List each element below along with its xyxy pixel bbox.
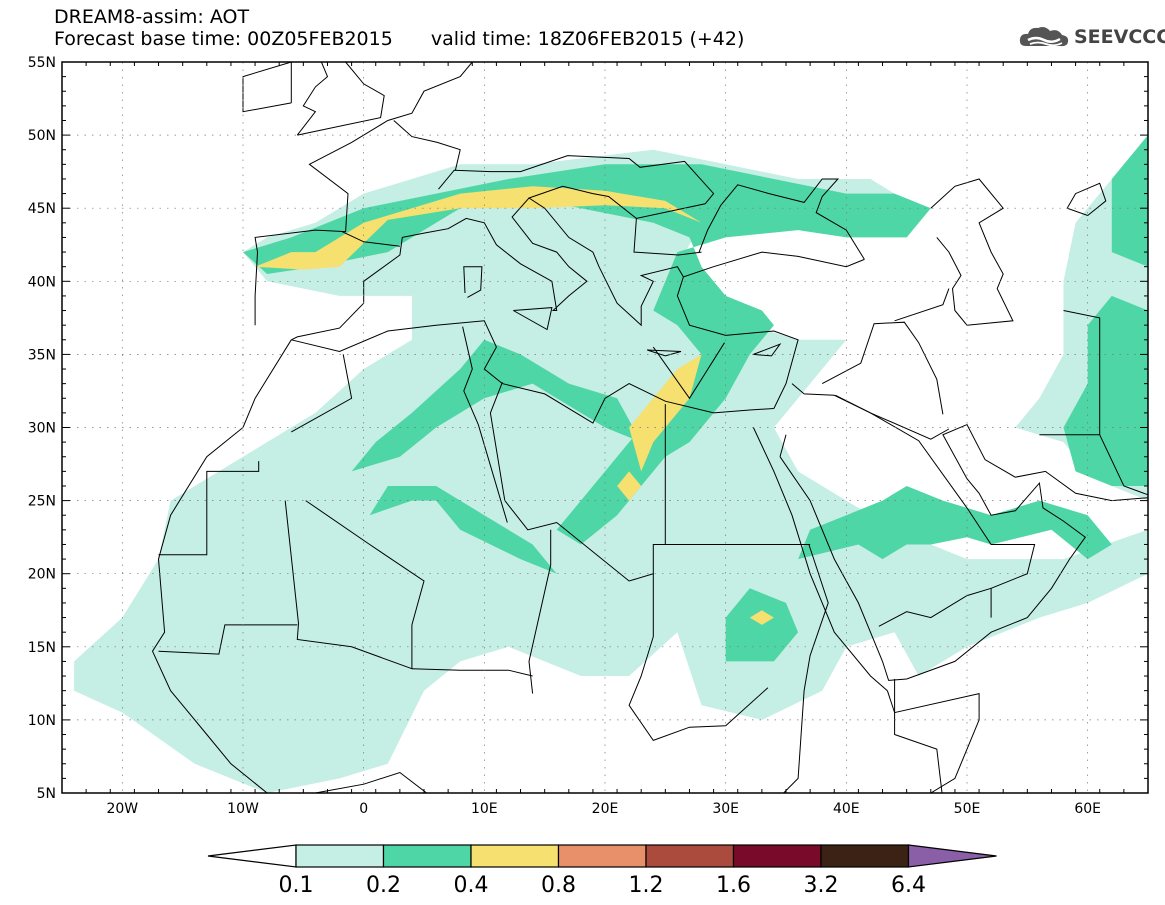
coastline-segment [821,321,944,415]
aot-plume-layer [74,135,1148,793]
coastline-segment [242,62,292,113]
lat-tick-label: 15N [28,640,56,656]
lat-tick-label: 30N [28,421,56,437]
lon-tick-label: 10E [471,801,498,817]
coastline-segment [151,339,428,793]
seevccc-logo: SEEVCCC [1018,24,1165,50]
colorbar-segment [732,844,822,868]
lon-tick-label: 10W [227,801,259,817]
map-header: DREAM8-assim: AOT Forecast base time: 00… [54,6,782,50]
coastline-segment [835,394,1036,618]
lon-tick-label: 60E [1074,801,1101,817]
aot-plume-medium [1111,135,1148,267]
coastline-segment [291,197,684,341]
lat-tick-label: 40N [28,274,56,290]
coastline-segment [254,62,473,326]
colorbar-min-arrow [207,844,297,868]
coastline-segment [1066,182,1107,216]
lat-tick-label: 45N [28,201,56,217]
aot-plume-medium [798,486,1112,560]
axis-ticks: 20W 10W 0 10E 20E 30E 40E 50E 60E 55N 50N 45N 40N 35N… [28,55,1149,817]
graticule-grid [62,62,1148,793]
cloud-logo-icon [1019,27,1069,47]
lat-tick-label: 10N [28,713,56,729]
coastline-segment [753,343,782,357]
colorbar-label: 6.4 [891,873,926,898]
lon-tick-label: 50E [954,801,981,817]
colorbar-segment [820,844,910,868]
lon-tick-label: 20E [592,801,619,817]
coastline-segment [782,544,829,793]
coastline-segment [894,288,950,322]
lon-tick-label: 40E [833,801,860,817]
lon-tick-label: 20W [106,801,138,817]
logo-text: SEEVCCC [1074,26,1165,48]
coastline-segment [341,231,400,247]
coastline-segment [894,679,943,793]
coastline-segment [158,624,298,655]
colorbar-max-arrow [907,844,997,868]
coastline-segment [489,382,666,582]
coastline-segment [628,573,769,742]
aot-plume-medium [1063,295,1148,486]
coastline-segment [438,155,715,256]
lat-tick-label: 5N [37,786,56,802]
coastline-segment [878,587,992,627]
coastline-segment [393,120,461,171]
colorbar-label: 0.8 [541,873,576,898]
colorbar-segment [382,844,472,868]
coastline-segment [513,307,553,331]
coastline-segment [291,354,353,433]
colorbar-label: 0.1 [279,873,314,898]
colorbar-label: 1.6 [716,873,751,898]
coastline-segment [779,423,1148,681]
coastline-segment [1039,310,1101,436]
colorbar-segment [470,844,560,868]
forecast-base-time: Forecast base time: 00Z05FEB2015 [54,28,393,50]
colorbar: 0.1 0.2 0.4 0.8 1.2 1.6 3.2 6.4 [207,844,997,898]
aot-plume-medium [351,339,642,472]
colorbar-segment [645,844,735,868]
coastline-segment [886,690,980,793]
coastline-segment [528,529,552,694]
coastline-segment [676,251,865,409]
aot-plume-high [617,471,642,501]
lat-tick-label: 35N [28,347,56,363]
lon-tick-label: 0 [359,801,368,817]
lat-tick-label: 20N [28,567,56,583]
lat-tick-label: 50N [28,128,56,144]
aot-plume-medium [369,486,557,574]
lat-tick-label: 55N [28,55,56,71]
coastline-segment [930,178,1014,326]
coastline-segment [698,178,865,260]
coastline-segment [297,62,385,136]
colorbar-segment [295,844,385,868]
valid-time: valid time: 18Z06FEB2015 (+42) [430,28,745,50]
coastline-segment [462,326,508,523]
coastline-segment [647,349,682,357]
coastline-segment [1099,434,1148,496]
map-title: DREAM8-assim: AOT [54,6,250,28]
coastline-segment [791,383,950,440]
aot-plume-high [749,610,774,625]
coastline-segment [291,320,774,424]
coastline-segment [752,427,888,692]
colorbar-label: 0.2 [366,873,401,898]
aot-plume-high [255,186,702,270]
lon-tick-label: 30E [712,801,739,817]
coastline-segment [158,461,260,556]
aot-plume-medium [243,164,931,545]
colorbar-label: 1.2 [629,873,664,898]
colorbar-label: 0.4 [454,873,489,898]
lat-tick-label: 25N [28,494,56,510]
colorbar-segment [557,844,647,868]
colorbar-label: 3.2 [804,873,839,898]
coastline-segment [463,266,483,298]
coastline-segment [652,342,725,400]
coastline-segment [296,62,329,136]
coastline-segment [528,185,637,219]
coastline-layer [151,62,1148,793]
coastline-segment [779,434,787,457]
